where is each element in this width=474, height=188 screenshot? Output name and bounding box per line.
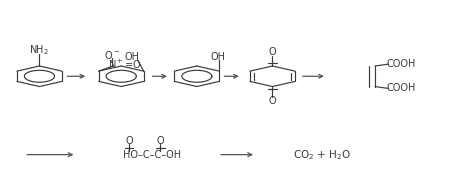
Text: COOH: COOH: [387, 59, 416, 69]
Text: NH$_2$: NH$_2$: [29, 43, 49, 57]
Text: COOH: COOH: [387, 83, 416, 93]
Text: O: O: [126, 136, 133, 146]
Text: O: O: [269, 96, 276, 105]
Text: CO$_2$ + H$_2$O: CO$_2$ + H$_2$O: [293, 148, 351, 161]
Text: OH: OH: [211, 52, 226, 62]
Text: O: O: [269, 47, 276, 57]
Text: OH: OH: [124, 52, 139, 62]
Text: O: O: [156, 136, 164, 146]
Text: N$^+$=O: N$^+$=O: [108, 58, 141, 71]
Text: HO–C–C–OH: HO–C–C–OH: [123, 150, 181, 160]
Text: O$^-$: O$^-$: [104, 49, 120, 61]
